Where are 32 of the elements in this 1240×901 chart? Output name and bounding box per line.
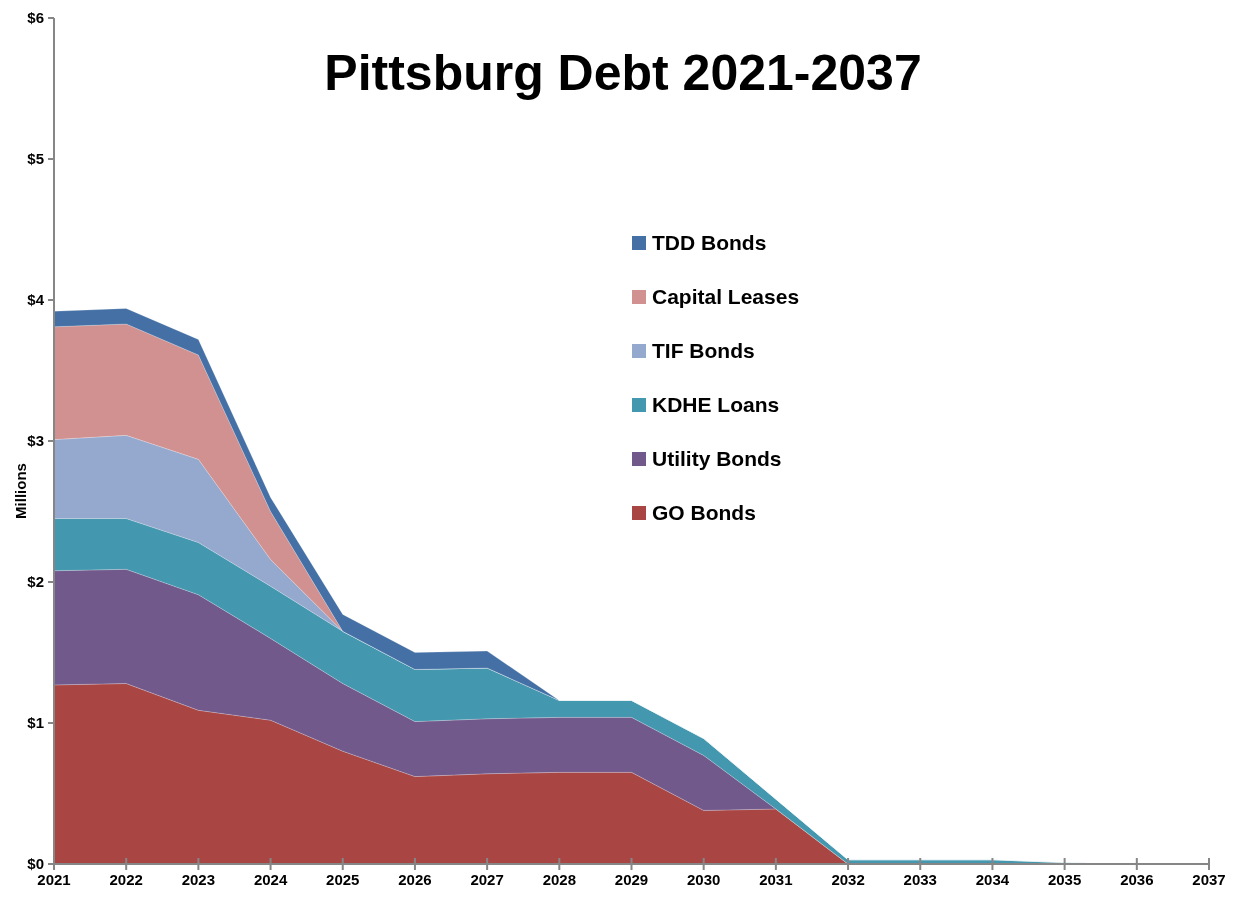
x-tick-label: 2029	[614, 871, 649, 888]
x-tick-label: 2027	[470, 871, 504, 888]
x-tick-label: 2032	[831, 871, 865, 888]
x-tick-label: 2024	[253, 871, 288, 888]
legend-label: Utility Bonds	[652, 447, 782, 471]
x-tick-label: 2028	[542, 871, 576, 888]
y-axis-title: Millions	[12, 463, 29, 519]
x-tick-label: 2031	[759, 871, 793, 888]
y-tick-label: $4	[27, 291, 45, 309]
x-tick-label: 2023	[181, 871, 216, 888]
legend-label: TIF Bonds	[652, 339, 755, 363]
x-tick-label: 2030	[687, 871, 721, 888]
legend-label: KDHE Loans	[652, 393, 780, 417]
x-tick-label: 2025	[326, 871, 360, 888]
x-tick-label: 2036	[1120, 871, 1154, 888]
x-tick-label: 2022	[109, 871, 143, 888]
x-tick-label: 2034	[975, 871, 1010, 888]
x-tick-label: 2033	[903, 871, 937, 888]
x-tick-label: 2026	[398, 871, 432, 888]
y-tick-label: $1	[27, 714, 44, 732]
legend-label: GO Bonds	[652, 501, 756, 525]
y-tick-label: $0	[27, 855, 44, 873]
legend-label: TDD Bonds	[652, 231, 767, 255]
y-tick-label: $2	[27, 573, 44, 591]
x-tick-label: 2035	[1047, 871, 1082, 888]
y-tick-label: $5	[27, 150, 44, 168]
x-tick-label: 2021	[37, 871, 71, 888]
y-tick-label: $3	[27, 432, 44, 450]
text: Pittsburg Debt 2021-2037	[324, 45, 922, 101]
x-tick-label: 2037	[1192, 871, 1226, 888]
y-tick-label: $6	[27, 9, 44, 27]
legend-label: Capital Leases	[652, 285, 800, 309]
